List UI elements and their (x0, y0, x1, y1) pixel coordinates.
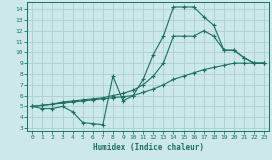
X-axis label: Humidex (Indice chaleur): Humidex (Indice chaleur) (93, 143, 204, 152)
